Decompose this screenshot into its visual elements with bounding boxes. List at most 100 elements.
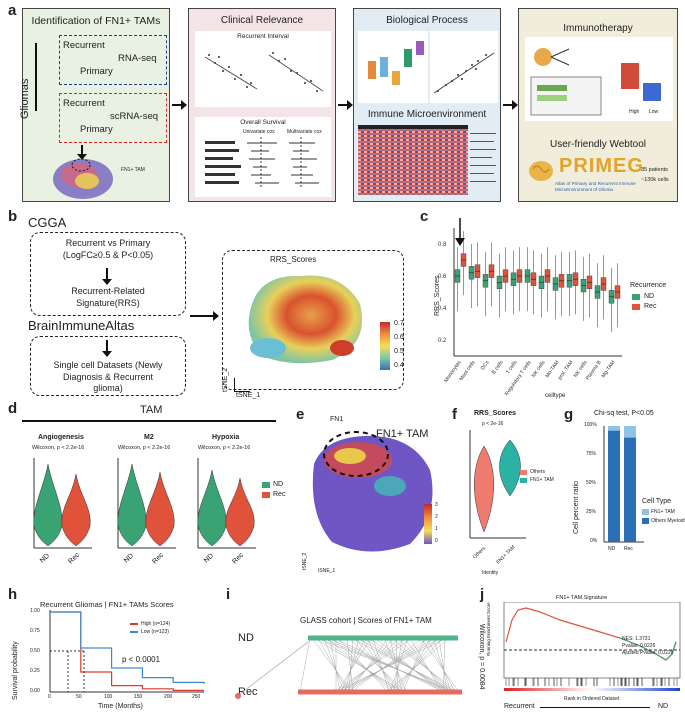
i-pair-line	[321, 637, 453, 693]
f-legend-fn1: FN1+ TAM	[530, 477, 554, 483]
i-pair-line	[336, 637, 372, 693]
i-pair-line	[389, 637, 409, 693]
h-legend-high-line	[130, 623, 138, 625]
rrs-axis-y: tSNE_2	[222, 367, 229, 392]
gliomas-label: Gliomas	[19, 78, 31, 119]
rrs-label: Recurrent-Related Signature(RRS)	[71, 286, 145, 308]
interval-plot: Recurrent Interval	[195, 31, 331, 107]
rrs-tsne-title: RRS_Scores	[270, 255, 317, 264]
h-ylabel: Survival probability	[12, 641, 19, 700]
e-tick-2: 2	[435, 514, 438, 520]
h-xtick-50: 50	[76, 694, 82, 700]
i-pair-line	[394, 637, 438, 693]
tam-group-label: TAM	[140, 404, 163, 416]
tam-tsne-thumb	[53, 158, 113, 199]
g-ytick-100: 100%	[584, 422, 597, 428]
i-pair-line	[409, 637, 443, 693]
i-pair-line	[442, 637, 446, 693]
sc-recurrent: Recurrent	[63, 98, 105, 109]
i-rec: Rec	[238, 686, 258, 698]
h-legend-low: Low (n=123)	[141, 629, 169, 635]
h-xtick-0: 0	[48, 694, 51, 700]
j-adj: Ajusted Pvalue: 0.0226	[622, 650, 674, 656]
b-arrow-2	[102, 340, 112, 357]
g-ytick-25: 25%	[586, 509, 597, 515]
identification-title: Identification of FN1+ TAMs	[31, 15, 161, 27]
m2-p: Wilcoxon, p < 2.2e-16	[118, 445, 171, 451]
g-legend-title: Cell Type	[642, 498, 672, 505]
stats-cells: ~130k cells	[641, 177, 669, 183]
g-legend-fn1-swatch	[642, 509, 649, 515]
rrs-colorbar	[380, 322, 390, 370]
g-stacked-bar	[603, 426, 644, 543]
scrna-seq-box: Recurrent Primary scRNA-seq	[59, 93, 167, 143]
rrs-tsne-box	[222, 250, 404, 390]
h-xtick-150: 150	[134, 694, 143, 700]
h-legend-high: High (n=124)	[141, 621, 171, 627]
stats-patients: 35 patients	[641, 167, 668, 173]
e-title: FN1+ TAM	[376, 428, 429, 440]
multi-label: Multivariate cox	[287, 129, 322, 135]
i-nd: ND	[238, 632, 254, 644]
g-legend-others: Others Myeloid	[651, 518, 685, 524]
bio-plots	[358, 31, 498, 103]
webtool-title: User-friendly Webtool	[550, 139, 646, 150]
g-title: Chi-sq test, P<0.05	[594, 410, 654, 417]
i-pair-line	[340, 637, 366, 693]
j-right: ND	[658, 703, 669, 710]
primeg-subtitle: Atlas of Primary and Recurrent Immune Mi…	[555, 181, 636, 192]
i-pair-line	[374, 637, 442, 693]
i-pair-line	[327, 637, 449, 693]
g-bar-fn1-ND	[608, 426, 620, 431]
b-arrow-right	[190, 311, 219, 321]
f-xlabel: Identity	[482, 570, 499, 576]
rrs-tick-0: 0.7	[394, 320, 404, 327]
i-pair-line	[372, 637, 390, 693]
i-pair-line	[311, 637, 353, 693]
g-ytick-50: 50%	[586, 480, 597, 486]
rna-seq-box: Recurrent Primary RNA-seq	[59, 35, 167, 85]
panel-a-label: a	[8, 2, 17, 19]
i-pair-line	[329, 637, 341, 693]
h-title: Recurrent Gliomas | FN1+ TAMs Scores	[40, 600, 174, 609]
i-pair-line	[331, 637, 393, 693]
f-title: RRS_Scores	[474, 410, 517, 417]
cgga-label: CGGA	[28, 215, 67, 230]
gliomas-bracket	[35, 43, 37, 111]
c-legend-rec-swatch	[632, 304, 640, 310]
i-pair-line	[420, 637, 460, 693]
c-ylabel: RRS_Scores	[434, 275, 441, 316]
b-arrow-1	[102, 268, 112, 285]
f-violin-plot	[469, 430, 526, 539]
g-ytick-75: 75%	[586, 451, 597, 457]
panel-b-label: b	[8, 208, 18, 225]
hypoxia-title: Hypoxia	[212, 434, 240, 441]
brain-atlas-label: BrainImmuneAltas	[28, 318, 135, 333]
i-pair-line	[402, 637, 426, 693]
i-pair-line	[432, 637, 452, 693]
i-title: GLASS cohort | Scores of FN1+ TAM	[300, 616, 432, 625]
i-paired-plot	[235, 635, 462, 699]
c-legend-nd: ND	[644, 293, 655, 300]
brain-icon	[529, 161, 553, 181]
c-ytick: 0.4	[438, 306, 447, 312]
i-pair-line	[438, 637, 448, 693]
f-legend-others: Others	[530, 469, 546, 475]
i-pair-line	[362, 637, 450, 693]
i-pair-line	[389, 637, 403, 693]
i-pair-line	[383, 637, 407, 693]
km-plot	[49, 610, 205, 693]
h-xlabel: Time (Months)	[98, 703, 143, 710]
f-legend-others-swatch	[520, 470, 527, 475]
c-ytick: 0.6	[438, 274, 447, 280]
i-pvalue: Wilcoxon, p = 0.0084	[478, 624, 485, 690]
survival-forest: Overall Survival Univariate cox Multivar…	[195, 117, 331, 197]
j-arrow-line	[540, 707, 650, 708]
d-violin	[117, 463, 147, 547]
g-legend-fn1: FN1+ TAM	[651, 509, 675, 515]
rrs-tick-3: 0.4	[394, 362, 404, 369]
i-pair-line	[348, 637, 406, 693]
angio-title: Angiogenesis	[38, 434, 84, 441]
g-bar-others-ND	[608, 430, 620, 542]
i-pair-line	[323, 637, 345, 693]
